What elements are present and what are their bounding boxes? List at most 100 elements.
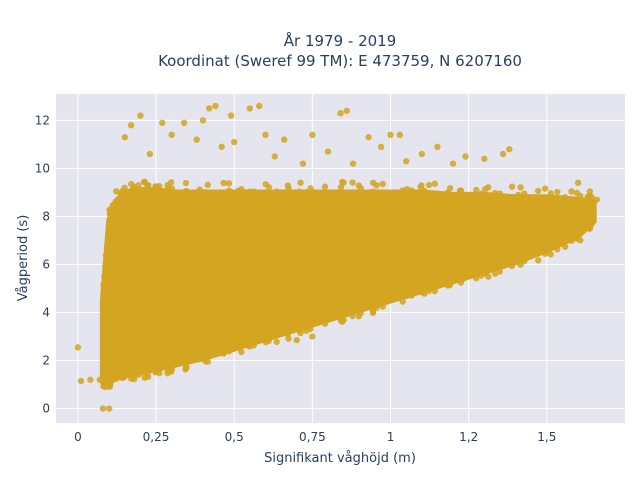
edge-point: [496, 190, 503, 197]
edge-point: [482, 270, 489, 277]
edge-point: [273, 188, 280, 195]
edge-point: [431, 180, 439, 187]
edge-point: [141, 374, 148, 381]
edge-point: [554, 188, 561, 196]
edge-point: [102, 252, 110, 259]
x-axis-label: Signifikant våghöjd (m): [264, 451, 416, 466]
edge-point: [403, 292, 411, 299]
edge-point: [408, 292, 415, 299]
edge-point: [561, 194, 569, 201]
data-point: [387, 131, 394, 139]
edge-point: [491, 189, 499, 197]
edge-point: [235, 187, 242, 194]
data-point: [262, 131, 269, 139]
edge-point: [119, 187, 126, 195]
data-point: [205, 105, 213, 112]
x-tick-label: 0,75: [299, 430, 326, 444]
x-tick-label: 0: [74, 430, 82, 444]
data-point: [418, 150, 425, 158]
data-point: [180, 119, 188, 127]
y-tick-label: 2: [42, 354, 50, 368]
edge-point: [337, 317, 345, 325]
edge-point: [417, 183, 424, 191]
edge-point: [337, 183, 345, 191]
data-point: [506, 146, 513, 153]
edge-point: [225, 180, 233, 187]
edge-point: [297, 329, 304, 337]
edge-point: [561, 243, 569, 250]
edge-point: [183, 364, 190, 371]
edge-point: [202, 189, 209, 196]
data-point: [481, 155, 488, 163]
x-tick-label: 1: [387, 430, 395, 444]
data-point: [109, 275, 116, 283]
edge-point: [508, 183, 516, 190]
edge-point: [588, 193, 595, 201]
edge-point: [473, 186, 480, 194]
edge-point: [168, 185, 176, 192]
edge-point: [262, 181, 269, 188]
edge-point: [588, 220, 595, 228]
edge-point: [577, 237, 584, 244]
edge-point: [238, 348, 245, 356]
data-point: [299, 160, 307, 167]
edge-point: [357, 185, 365, 192]
data-point: [231, 138, 238, 146]
edge-point: [535, 257, 542, 264]
edge-point: [307, 325, 314, 333]
edge-point: [262, 338, 269, 346]
edge-point: [112, 375, 120, 383]
y-tick-label: 12: [35, 113, 50, 127]
edge-point: [357, 309, 365, 317]
chart-subtitle: Koordinat (Sweref 99 TM): E 473759, N 62…: [158, 52, 522, 70]
data-point: [105, 299, 113, 307]
data-point: [146, 150, 153, 158]
edge-point: [425, 287, 433, 295]
edge-point: [284, 182, 292, 189]
edge-point: [456, 276, 464, 283]
edge-point: [399, 298, 406, 305]
edge-point: [204, 181, 211, 189]
edge-point: [107, 380, 114, 387]
edge-point: [425, 181, 433, 189]
data-point: [112, 220, 119, 227]
edge-point: [473, 274, 480, 282]
edge-point: [220, 350, 227, 357]
edge-point: [515, 191, 522, 199]
data-point: [87, 376, 94, 383]
x-tick-label: 0,25: [143, 430, 170, 444]
data-point: [309, 131, 316, 139]
edge-point: [517, 261, 524, 268]
y-tick-label: 8: [42, 209, 50, 223]
edge-point: [196, 355, 203, 363]
edge-point: [112, 188, 120, 195]
edge-point: [541, 250, 549, 257]
edge-point: [182, 179, 190, 187]
edge-point: [541, 185, 549, 192]
data-point: [281, 136, 288, 143]
data-point: [168, 131, 175, 139]
data-point: [77, 377, 85, 385]
edge-point: [444, 282, 451, 289]
edge-point: [168, 366, 176, 373]
edge-point: [156, 369, 163, 377]
data-point: [137, 112, 144, 119]
edge-point: [568, 188, 575, 195]
edge-point: [235, 344, 242, 351]
edge-point: [496, 268, 503, 275]
edge-point: [102, 261, 109, 269]
data-point: [256, 102, 263, 110]
data-layer: [74, 102, 601, 412]
edge-point: [140, 369, 148, 376]
edge-point: [119, 374, 126, 382]
edge-point: [225, 187, 233, 194]
edge-point: [547, 190, 554, 197]
edge-point: [554, 246, 561, 253]
edge-point: [477, 190, 485, 197]
edge-point: [321, 320, 329, 327]
data-point: [343, 107, 350, 115]
data-point: [337, 110, 344, 117]
y-tick-label: 0: [42, 402, 50, 416]
data-point: [105, 405, 113, 412]
